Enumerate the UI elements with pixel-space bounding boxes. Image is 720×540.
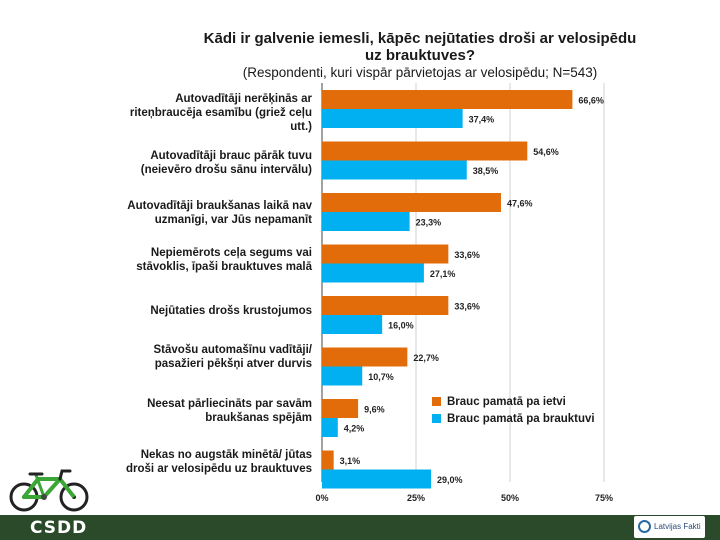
footer-bar: [0, 515, 720, 540]
legend-swatch: [432, 414, 441, 423]
x-tick-label: 75%: [595, 493, 613, 503]
data-label: 54,6%: [533, 147, 559, 157]
bar: [322, 347, 408, 367]
data-label: 3,1%: [340, 456, 361, 466]
bar: [322, 366, 363, 386]
data-label: 9,6%: [364, 405, 385, 415]
legend-entry: Brauc pamatā pa brauktuvi: [432, 410, 595, 427]
chart-title: Kādi ir galvenie iemesli, kāpēc nejūtati…: [203, 30, 637, 64]
bar: [322, 244, 449, 264]
data-label: 4,2%: [344, 424, 365, 434]
data-label: 16,0%: [388, 321, 414, 331]
category-label: Autovadītāji brauc pārāk tuvu (neievēro …: [140, 150, 312, 176]
data-label: 38,5%: [473, 166, 499, 176]
chart-title-block: Kādi ir galvenie iemesli, kāpēc nejūtati…: [200, 30, 640, 81]
data-label: 10,7%: [368, 372, 394, 382]
legend-swatch: [432, 397, 441, 406]
latvijas-fakti-logo: Latvijas Fakti: [634, 516, 705, 538]
category-label: Neesat pārliecināts par savām braukšanas…: [147, 398, 312, 424]
chart-subtitle: (Respondenti, kuri vispār pārvietojas ar…: [242, 65, 598, 80]
data-label: 27,1%: [430, 269, 456, 279]
category-label: Stāvošu automašīnu vadītāji/ pasažieri p…: [153, 344, 312, 370]
bar: [322, 263, 424, 283]
bar: [322, 109, 463, 128]
bar: [322, 418, 338, 437]
bar: [322, 141, 528, 161]
data-label: 33,6%: [454, 302, 480, 312]
x-tick-label: 0%: [315, 493, 328, 503]
category-label: Nejūtaties drošs krustojumos: [150, 305, 312, 317]
bar: [322, 315, 383, 334]
bar: [322, 296, 449, 315]
latvijas-fakti-text: Latvijas Fakti: [654, 522, 701, 531]
data-label: 47,6%: [507, 199, 533, 209]
category-label: Autovadītāji braukšanas laikā nav uzmanī…: [127, 200, 312, 226]
x-tick-label: 50%: [501, 493, 519, 503]
category-label: Nekas no augstāk minētā/ jūtas droši ar …: [126, 449, 312, 475]
category-label: Nepiemērots ceļa segums vai stāvoklis, ī…: [136, 247, 312, 273]
data-label: 23,3%: [416, 218, 442, 228]
bar: [322, 469, 432, 489]
bar: [322, 90, 573, 109]
category-label: Autovadītāji nerēķinās ar riteņbraucēja …: [129, 93, 312, 133]
bar: [322, 160, 467, 180]
legend-label: Brauc pamatā pa ietvi: [447, 395, 566, 408]
latvijas-fakti-mark-icon: [638, 520, 651, 533]
legend: Brauc pamatā pa ietvi Brauc pamatā pa br…: [432, 393, 595, 427]
bicycle-icon: [9, 469, 89, 512]
data-label: 66,6%: [578, 96, 604, 106]
data-label: 29,0%: [437, 475, 463, 485]
bar: [322, 399, 359, 418]
data-label: 37,4%: [469, 115, 495, 125]
legend-label: Brauc pamatā pa brauktuvi: [447, 412, 595, 425]
legend-entry: Brauc pamatā pa ietvi: [432, 393, 595, 410]
bar: [322, 450, 334, 470]
bar: [322, 212, 410, 231]
csdd-logo: CSDD: [30, 518, 88, 538]
data-label: 22,7%: [413, 353, 439, 363]
bar: [322, 193, 501, 212]
data-label: 33,6%: [454, 250, 480, 260]
x-tick-label: 25%: [407, 493, 425, 503]
